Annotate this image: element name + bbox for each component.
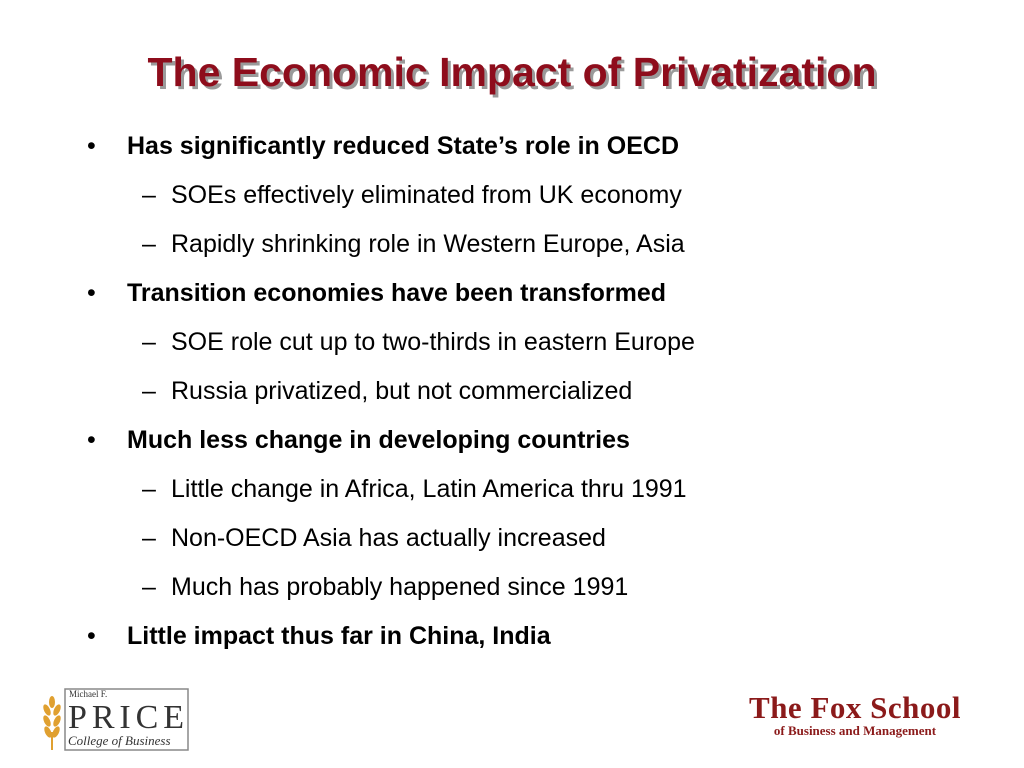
sub-bullet: Rapidly shrinking role in Western Europe… <box>0 220 1024 269</box>
logo-name: PRICE <box>68 699 184 736</box>
sub-bullet: Non-OECD Asia has actually increased <box>0 514 1024 563</box>
bullet: Little impact thus far in China, India <box>0 612 1024 661</box>
logo-small-text: Michael F. <box>69 689 107 699</box>
sub-bullet: Much has probably happened since 1991 <box>0 563 1024 612</box>
logo-frame <box>64 688 189 751</box>
bullet: Transition economies have been transform… <box>0 269 1024 318</box>
sub-bullet: Russia privatized, but not commercialize… <box>0 367 1024 416</box>
logo-name: The Fox School <box>749 690 961 725</box>
sub-bullet: SOEs effectively eliminated from UK econ… <box>0 171 1024 220</box>
price-logo-graphic: Michael F. PRICE College of Business <box>43 688 189 751</box>
sub-bullet: SOE role cut up to two-thirds in eastern… <box>0 318 1024 367</box>
wheat-icon <box>43 696 61 750</box>
logo-subtitle: College of Business <box>68 733 171 748</box>
logo-subtitle: of Business and Management <box>773 723 937 738</box>
fox-logo: The Fox School of Business and Managemen… <box>730 690 980 746</box>
price-logo: Michael F. PRICE College of Business <box>42 688 190 752</box>
bullet: Much less change in developing countries <box>0 416 1024 465</box>
bullet: Has significantly reduced State’s role i… <box>0 122 1024 171</box>
bullet-list: Has significantly reduced State’s role i… <box>0 122 1024 661</box>
sub-bullet: Little change in Africa, Latin America t… <box>0 465 1024 514</box>
slide-title: The Economic Impact of Privatization <box>147 49 877 95</box>
